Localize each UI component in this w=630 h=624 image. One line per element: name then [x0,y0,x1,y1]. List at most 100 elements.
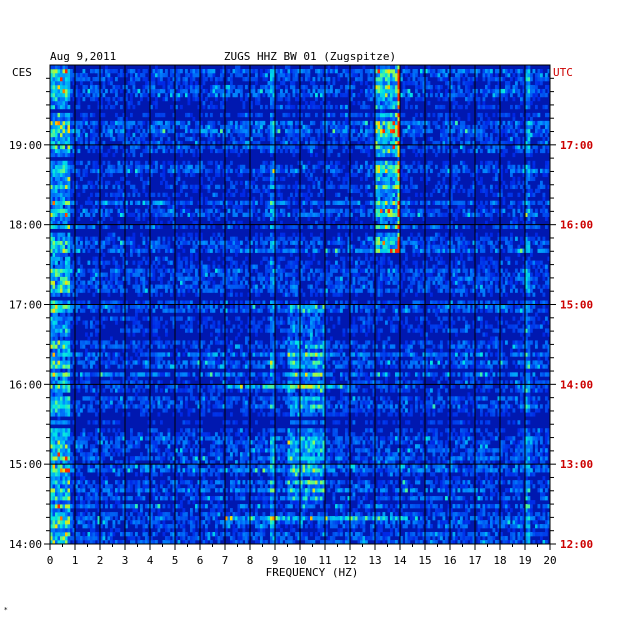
heatmap-cell [305,432,308,437]
heatmap-cell [50,444,53,449]
heatmap-cell [320,396,323,401]
heatmap-cell [292,388,296,393]
heatmap-cell [380,516,383,521]
heatmap-cell [475,468,478,473]
heatmap-cell [297,420,301,425]
heatmap-cell [285,516,288,521]
heatmap-cell [352,468,356,473]
heatmap-cell [307,500,311,505]
heatmap-cell [115,372,118,377]
heatmap-cell [122,512,126,517]
heatmap-cell [322,496,326,501]
heatmap-cell [147,516,151,521]
heatmap-cell [200,408,203,413]
heatmap-cell [382,480,386,485]
heatmap-cell [130,460,133,465]
heatmap-cell [427,504,431,509]
heatmap-cell [192,528,196,533]
heatmap-row [50,532,548,537]
heatmap-cell [225,388,228,393]
heatmap-cell [402,432,406,437]
heatmap-cell [185,516,188,521]
heatmap-cell [352,488,356,493]
heatmap-cell [402,468,406,473]
heatmap-cell [332,420,336,425]
heatmap-cell [532,528,536,533]
heatmap-cell [70,512,73,517]
heatmap-cell [312,456,316,461]
heatmap-cell [135,440,138,445]
heatmap-cell [482,520,486,525]
heatmap-cell [305,532,308,537]
heatmap-cell [207,432,211,437]
heatmap-cell [285,468,288,473]
heatmap-cell [102,388,106,393]
heatmap-cell [517,488,521,493]
heatmap-cell [192,456,196,461]
heatmap-cell [167,384,171,389]
heatmap-cell [447,428,451,433]
heatmap-cell [425,488,428,493]
heatmap-cell [165,384,168,389]
heatmap-cell [540,484,543,489]
heatmap-cell [287,532,291,537]
heatmap-cell [160,404,163,409]
heatmap-cell [265,388,268,393]
heatmap-cell [380,456,383,461]
heatmap-cell [487,524,491,529]
heatmap-cell [502,408,506,413]
heatmap-cell [405,388,408,393]
heatmap-cell [500,380,503,385]
heatmap-cell [402,452,406,457]
heatmap-cell [172,540,176,545]
heatmap-cell [200,480,203,485]
heatmap-cell [302,440,306,445]
heatmap-cell [177,436,181,441]
heatmap-cell [352,516,356,521]
heatmap-cell [55,532,58,537]
heatmap-cell [102,456,106,461]
heatmap-cell [235,492,238,497]
heatmap-cell [530,460,533,465]
heatmap-cell [120,540,123,545]
heatmap-cell [282,384,286,389]
heatmap-cell [350,532,353,537]
heatmap-cell [195,468,198,473]
heatmap-cell [337,364,341,369]
heatmap-cell [482,480,486,485]
heatmap-cell [70,488,73,493]
heatmap-cell [455,504,458,509]
heatmap-cell [395,488,398,493]
heatmap-cell [195,456,198,461]
heatmap-cell [465,376,468,381]
heatmap-cell [150,524,153,529]
heatmap-cell [477,452,481,457]
heatmap-cell [497,504,501,509]
heatmap-cell [122,432,126,437]
heatmap-cell [480,372,483,377]
heatmap-cell [295,500,298,505]
heatmap-cell [455,516,458,521]
heatmap-cell [360,380,363,385]
heatmap-cell [430,484,433,489]
heatmap-cell [387,480,391,485]
heatmap-cell [345,376,348,381]
heatmap-cell [205,512,208,517]
heatmap-cell [387,540,391,545]
heatmap-cell [535,376,538,381]
heatmap-cell [75,480,78,485]
heatmap-cell [505,520,508,525]
heatmap-cell [85,456,88,461]
heatmap-cell [160,464,163,469]
heatmap-cell [327,536,331,541]
heatmap-cell [302,420,306,425]
heatmap-cell [272,440,276,445]
heatmap-cell [220,376,223,381]
heatmap-cell [315,444,318,449]
heatmap-cell [500,440,503,445]
heatmap-cell [295,376,298,381]
heatmap-cell [402,364,406,369]
heatmap-cell [407,472,411,477]
heatmap-cell [70,528,73,533]
heatmap-cell [122,540,126,545]
